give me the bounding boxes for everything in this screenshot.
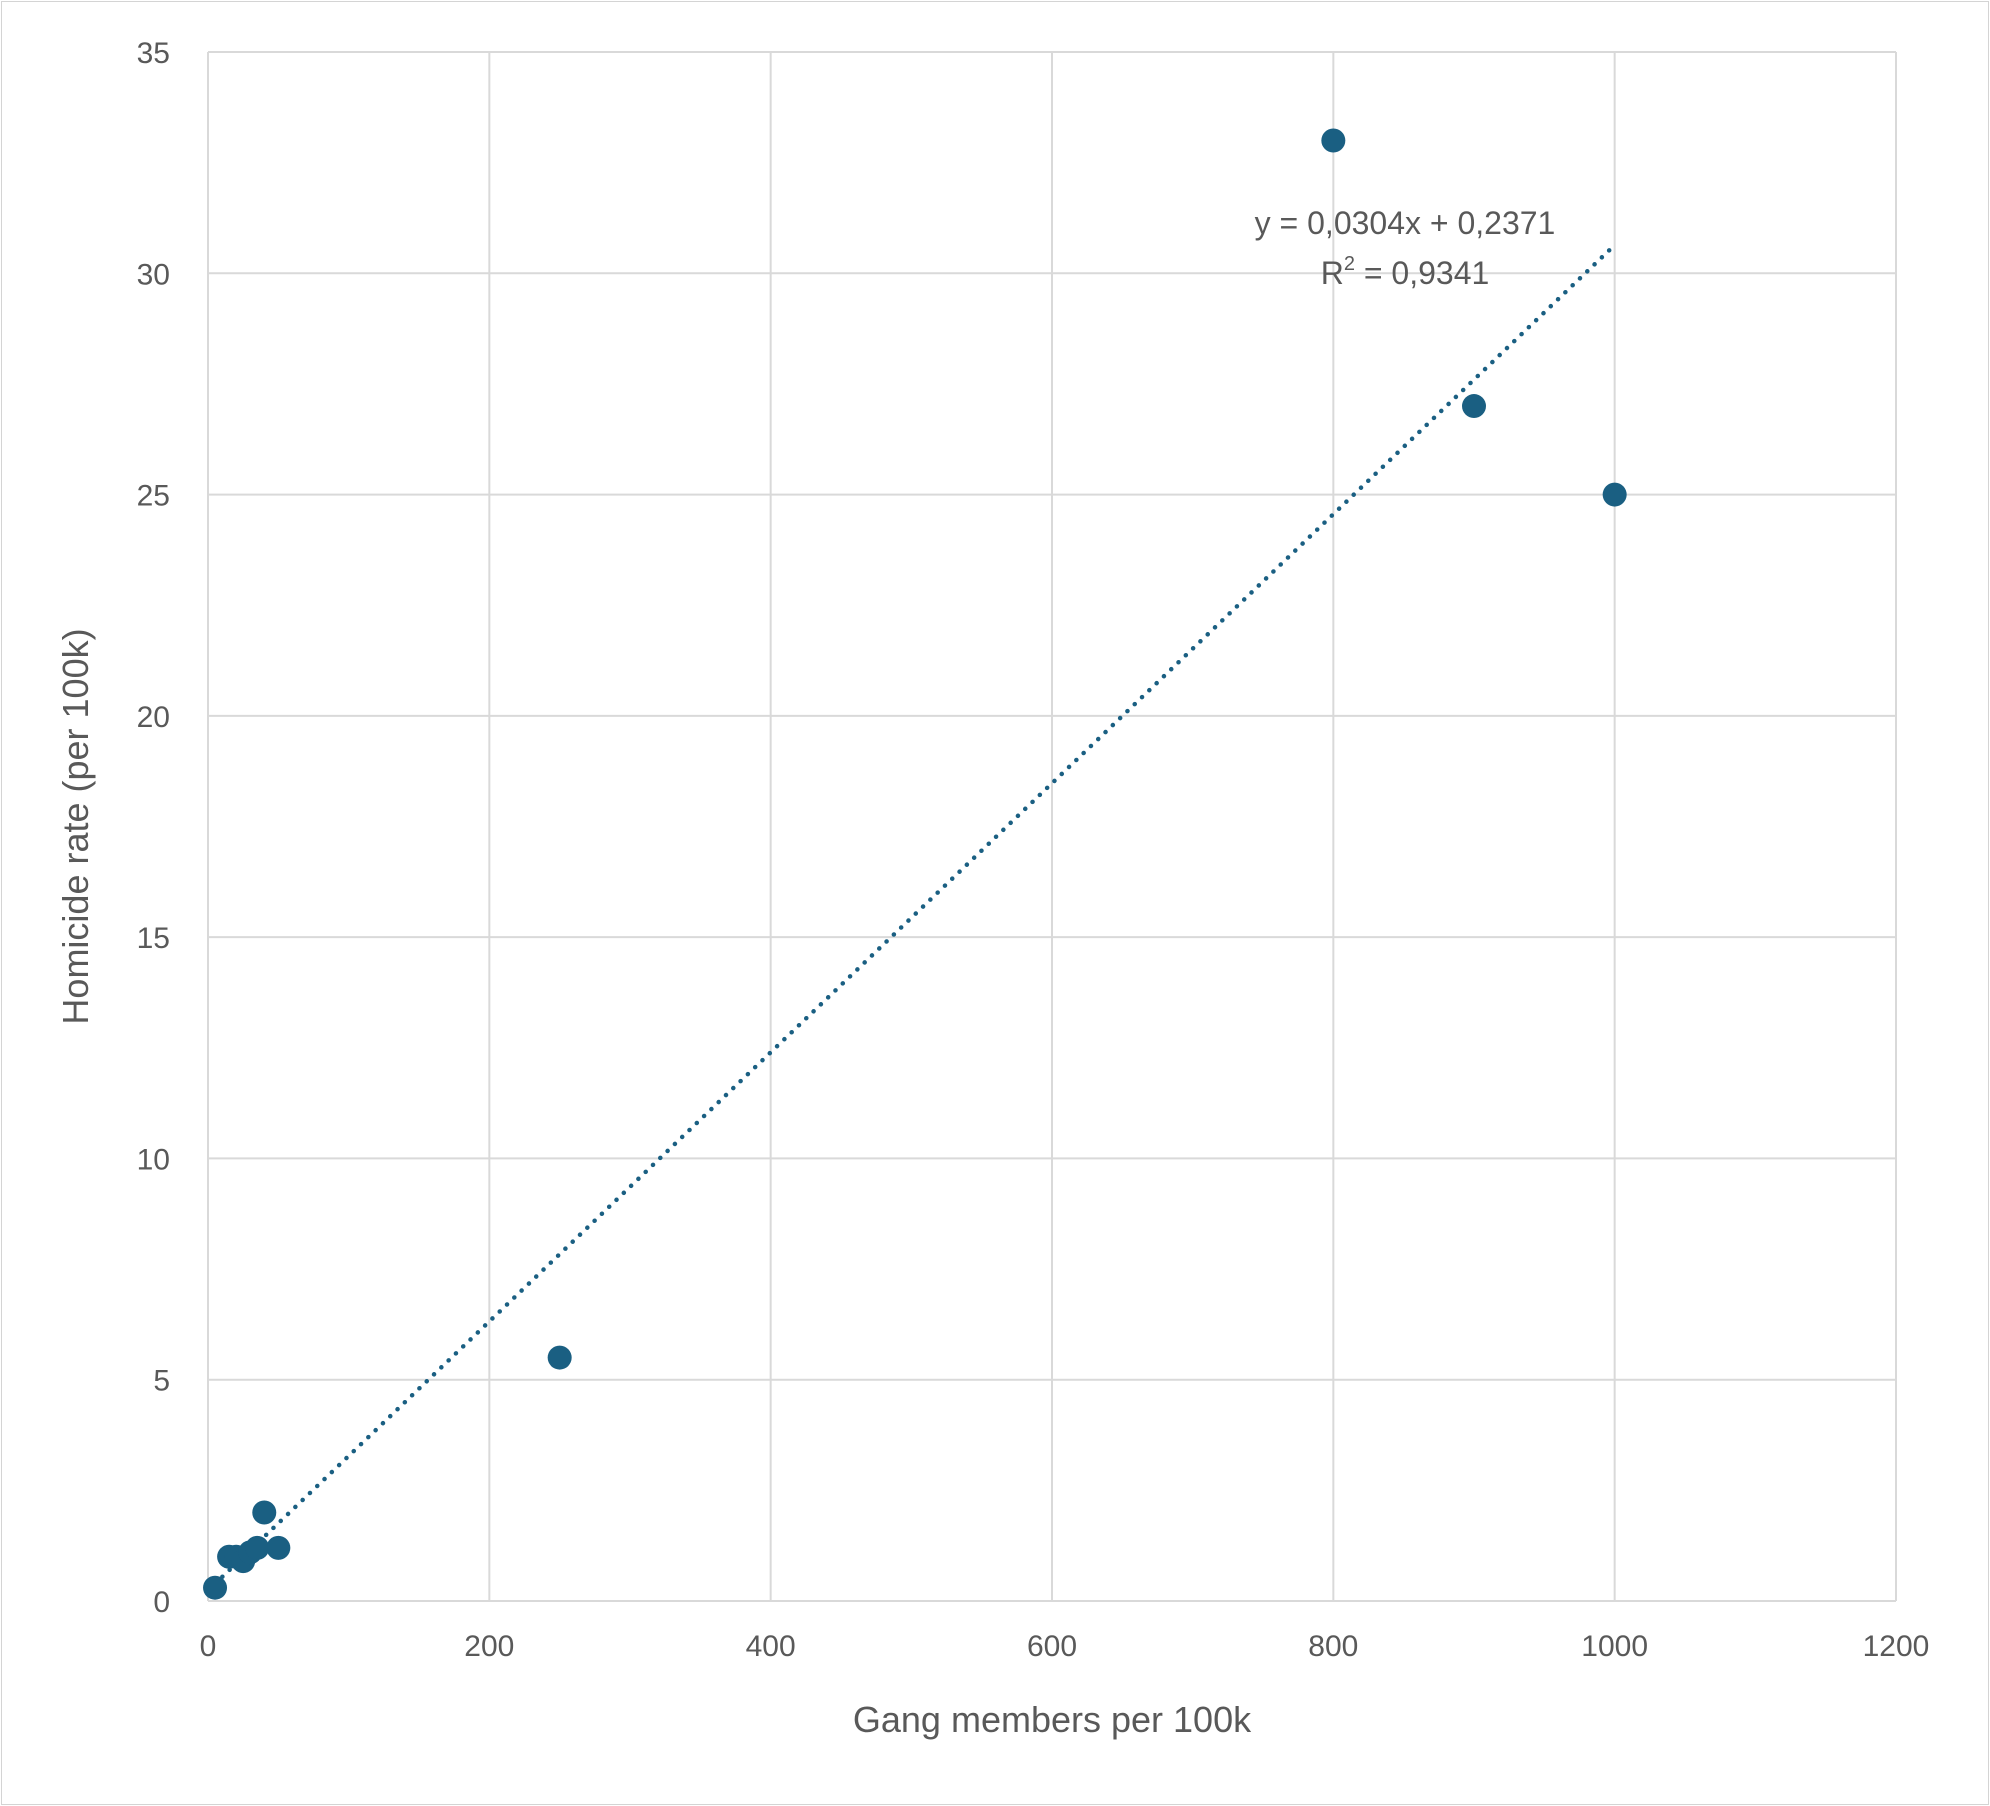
x-tick-label: 800 [1308, 1630, 1358, 1663]
data-point [203, 1575, 228, 1600]
x-tick-label: 200 [464, 1630, 514, 1663]
y-tick-label: 25 [137, 480, 170, 513]
data-point [547, 1345, 572, 1370]
trendline [212, 242, 1617, 1587]
data-point [1462, 394, 1486, 419]
r-squared-prefix: R [1321, 255, 1344, 291]
y-tick-label: 20 [137, 701, 170, 734]
data-point [1321, 128, 1346, 153]
y-tick-label: 35 [137, 37, 170, 70]
gridlines [207, 51, 1897, 1602]
y-tick-label: 30 [137, 258, 170, 291]
x-tick-label: 1200 [1863, 1630, 1930, 1663]
data-point [252, 1500, 277, 1525]
y-axis-title: Homicide rate (per 100k) [55, 628, 96, 1024]
y-tick-label: 0 [153, 1586, 170, 1619]
x-tick-label: 600 [1027, 1630, 1077, 1663]
y-tick-label: 5 [153, 1365, 170, 1398]
data-point [245, 1535, 270, 1560]
y-tick-label: 15 [137, 922, 170, 955]
data-point [266, 1535, 291, 1560]
x-tick-label: 0 [200, 1630, 217, 1663]
data-point [1602, 482, 1627, 507]
y-tick-label: 10 [137, 1143, 170, 1176]
x-axis-title: Gang members per 100k [853, 1699, 1252, 1740]
y-axis-ticks: 0 5 10 15 20 25 30 35 [137, 37, 170, 1619]
trendline-layer [212, 242, 1617, 1587]
x-axis-ticks: 0 200 400 600 800 1000 1200 [200, 1630, 1930, 1663]
x-tick-label: 400 [746, 1630, 796, 1663]
x-tick-label: 1000 [1581, 1630, 1648, 1663]
trendline-equation-label: y = 0,0304x + 0,2371 [1255, 205, 1556, 241]
r-squared-value: = 0,9341 [1355, 255, 1489, 291]
data-points [203, 128, 1627, 1600]
trendline-r-squared-label: R2 = 0,9341 [1321, 253, 1490, 291]
r-squared-superscript: 2 [1344, 253, 1355, 275]
